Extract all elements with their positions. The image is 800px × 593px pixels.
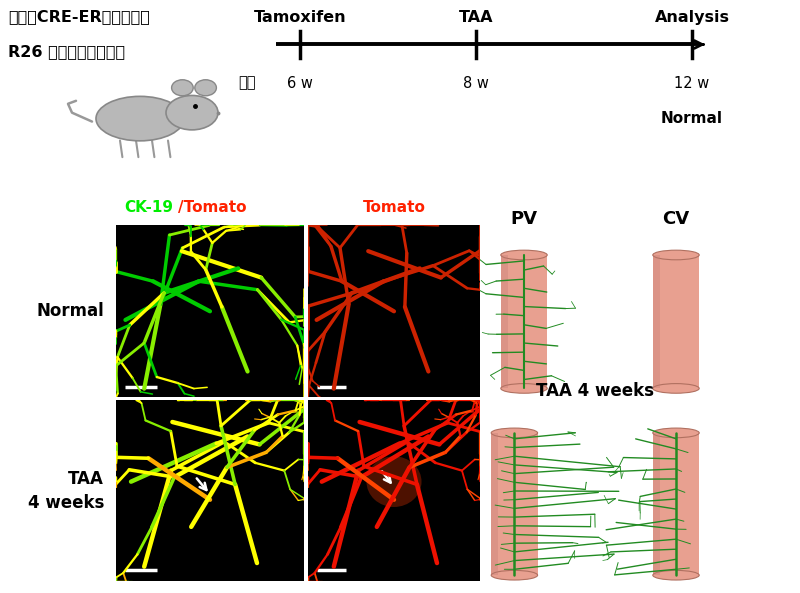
Ellipse shape [501, 384, 547, 393]
Ellipse shape [96, 96, 184, 141]
Text: 6 w: 6 w [287, 75, 313, 91]
Bar [653, 433, 699, 575]
Text: TAA
4 weeks: TAA 4 weeks [28, 470, 104, 512]
Ellipse shape [491, 570, 538, 580]
Bar [501, 255, 508, 388]
Text: R26 レポーターマウス: R26 レポーターマウス [8, 44, 125, 59]
Ellipse shape [171, 79, 194, 95]
Ellipse shape [501, 250, 547, 260]
Text: CK-19: CK-19 [124, 200, 173, 215]
Text: TAA: TAA [458, 10, 494, 25]
Text: Tomato: Tomato [362, 200, 426, 215]
Text: Analysis: Analysis [654, 10, 730, 25]
Text: Tamoxifen: Tamoxifen [254, 10, 346, 25]
Ellipse shape [491, 428, 538, 438]
Text: /Tomato: /Tomato [178, 200, 247, 215]
Text: TAA 4 weeks: TAA 4 weeks [536, 382, 654, 400]
Bar [653, 255, 699, 388]
Bar [501, 255, 547, 388]
Text: CV: CV [662, 211, 690, 228]
Text: 12 w: 12 w [674, 75, 710, 91]
Ellipse shape [653, 250, 699, 260]
Ellipse shape [366, 457, 422, 507]
Ellipse shape [653, 570, 699, 580]
Bar [491, 433, 498, 575]
Bar [653, 433, 660, 575]
Ellipse shape [166, 95, 218, 130]
Text: Normal: Normal [36, 302, 104, 320]
Ellipse shape [195, 79, 216, 95]
Text: PV: PV [510, 211, 538, 228]
Text: Normal: Normal [661, 111, 723, 126]
Ellipse shape [653, 428, 699, 438]
Text: 8 w: 8 w [463, 75, 489, 91]
Ellipse shape [653, 384, 699, 393]
Bar [653, 255, 660, 388]
Bar [491, 433, 538, 575]
Text: 胆管でCRE-ERを発現する: 胆管でCRE-ERを発現する [8, 9, 150, 24]
Text: 週齢: 週齢 [238, 75, 256, 91]
